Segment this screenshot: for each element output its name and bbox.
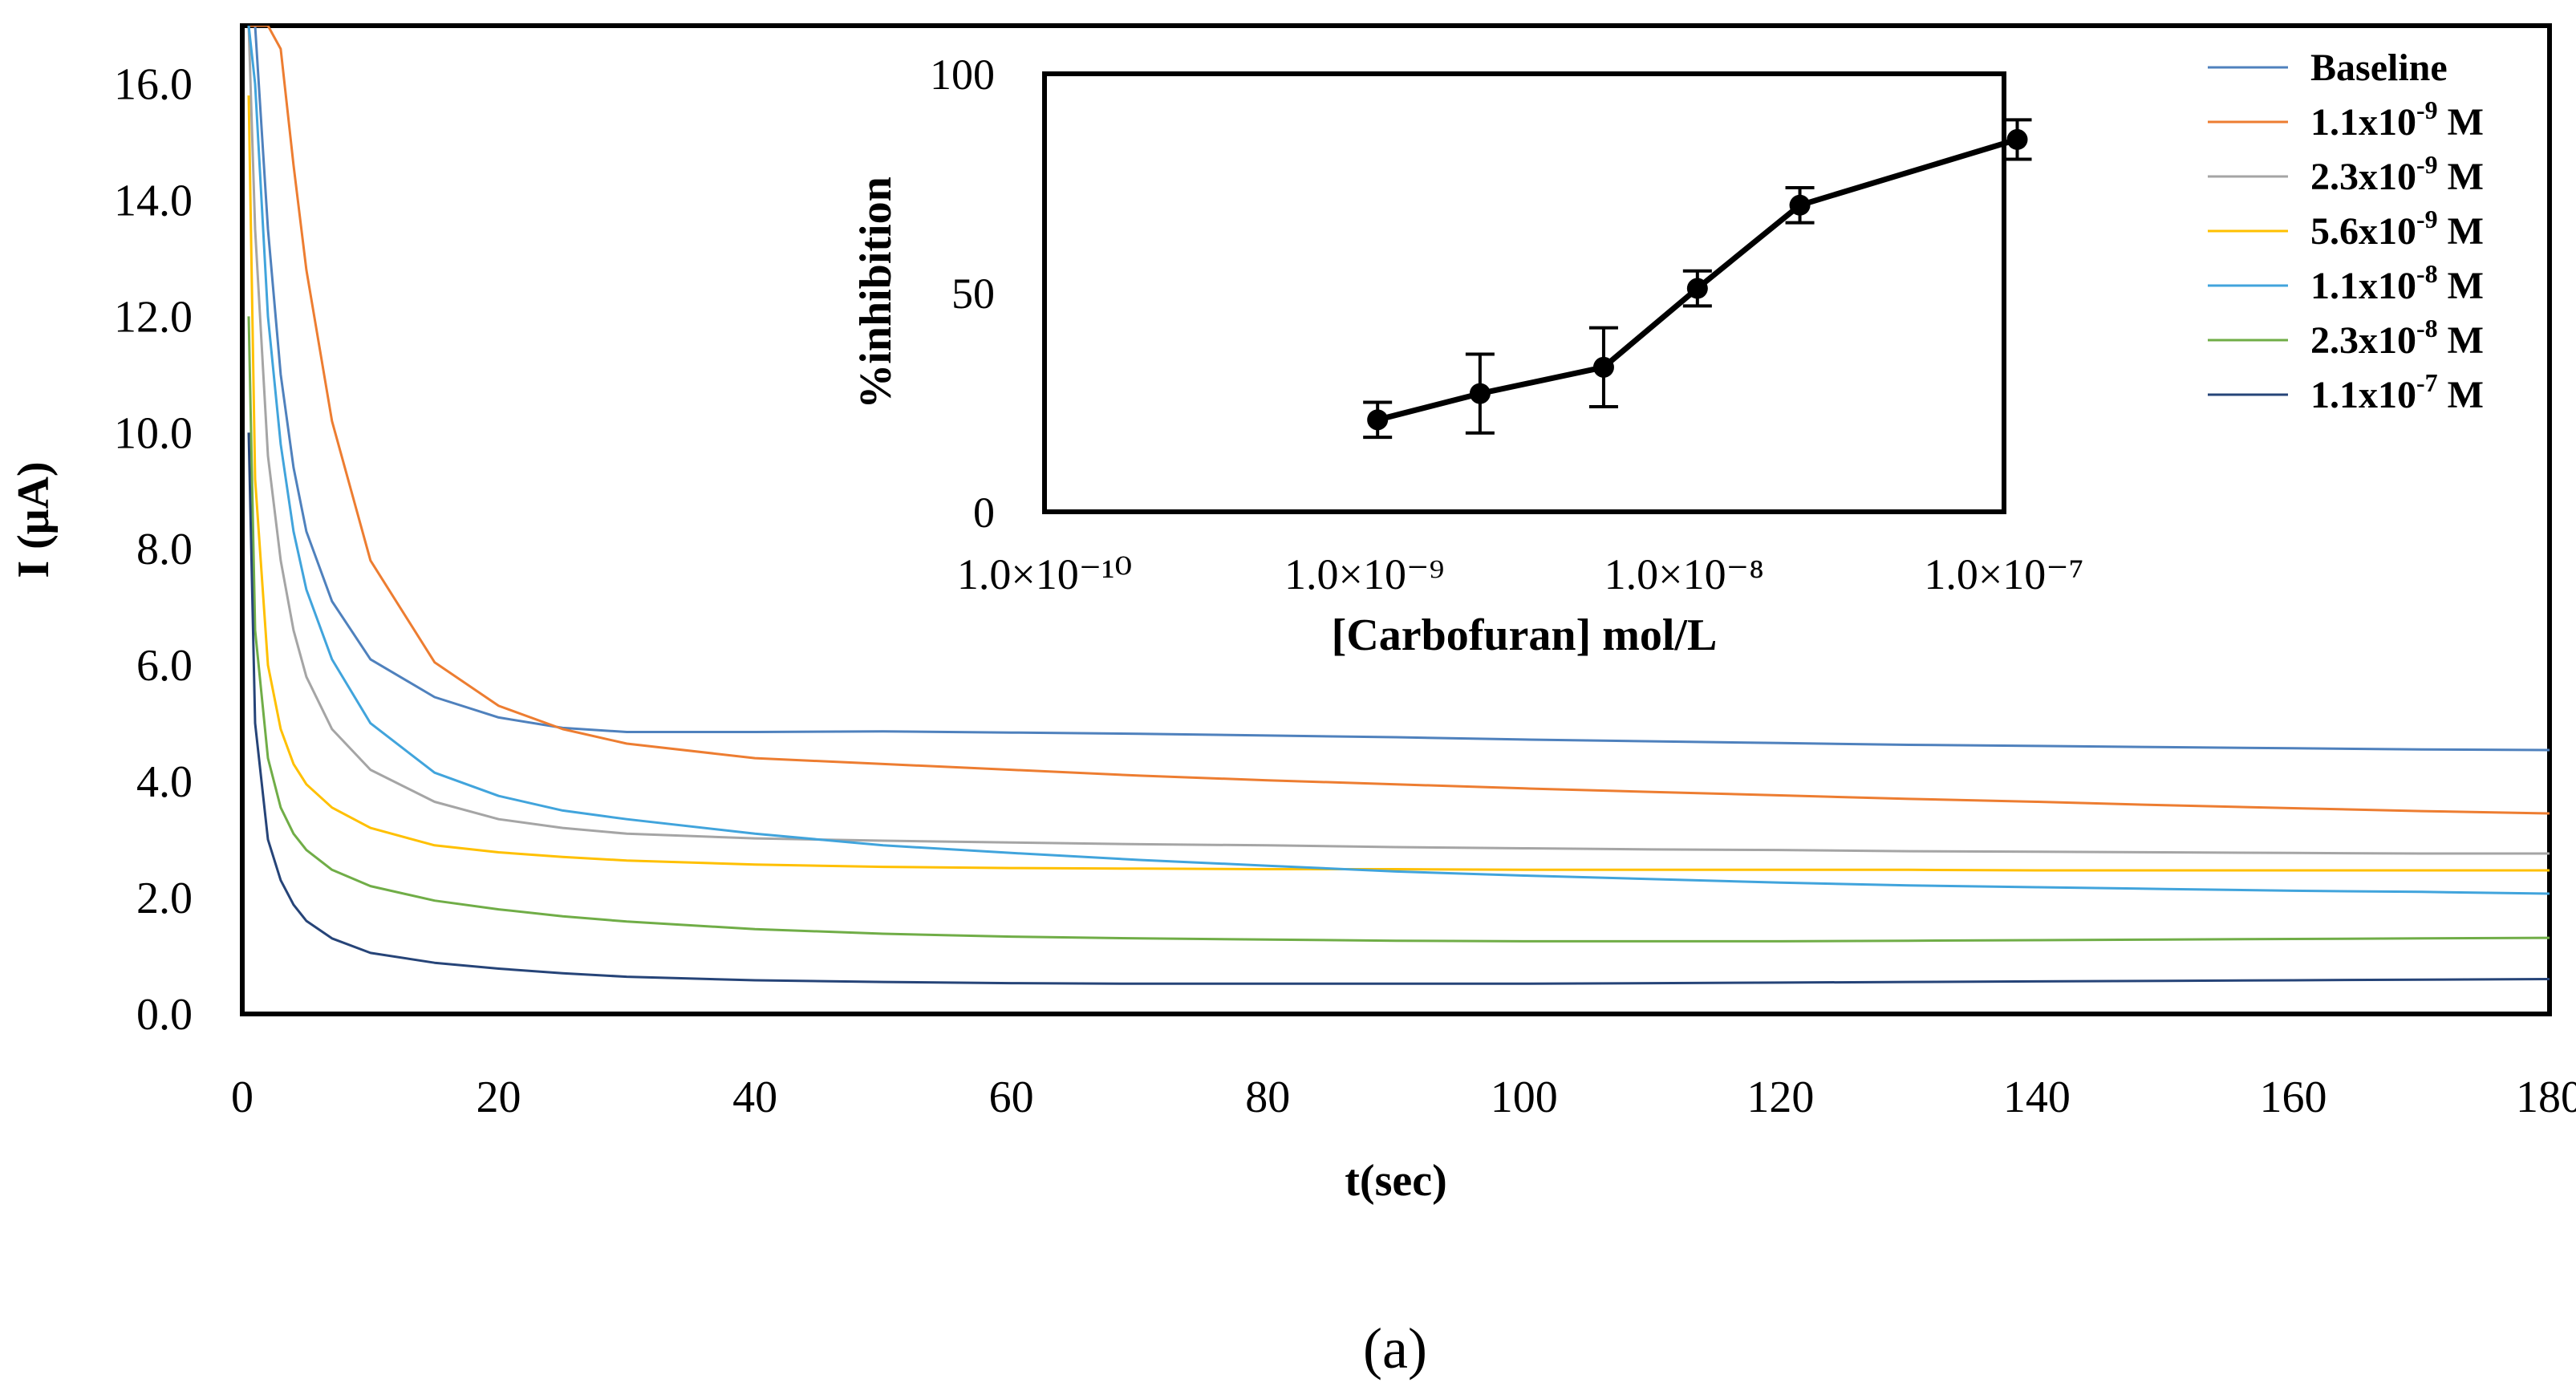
inset-plot-frame: [1042, 71, 2006, 514]
main-y-tick-label: 2.0: [136, 874, 193, 923]
inset-point: [1367, 409, 1389, 431]
legend-label-3: 5.6x10-9 M: [2310, 205, 2484, 253]
main-y-tick-label: 12.0: [114, 292, 193, 342]
inset-x-ticks: 1.0×10⁻¹⁰ 1.0×10⁻⁹ 1.0×10⁻⁸ 1.0×10⁻⁷: [957, 550, 2084, 598]
main-x-tick-label: 60: [989, 1073, 1034, 1122]
inset-point: [1686, 278, 1708, 299]
inset-x-tick-label: 1.0×10⁻⁹: [1284, 550, 1444, 598]
main-y-tick-label: 14.0: [114, 176, 193, 225]
main-x-tick-label: 180: [2516, 1073, 2576, 1122]
main-series-lines: [247, 26, 2550, 985]
series-line-0: [249, 26, 2550, 752]
main-y-tick-label: 10.0: [114, 408, 193, 458]
main-x-tick-label: 0: [231, 1073, 254, 1122]
inset-x-tick-label: 1.0×10⁻¹⁰: [957, 550, 1132, 598]
inset-series: [1363, 118, 2032, 440]
main-y-tick-label: 8.0: [136, 525, 193, 574]
main-y-axis-title: I (μA): [9, 461, 59, 578]
main-plot-frame: [240, 23, 2552, 1016]
inset-line: [1377, 136, 2018, 423]
legend-label-0: Baseline: [2310, 47, 2448, 89]
series-line-4: [247, 26, 2550, 895]
inset-y-tick-label: 50: [951, 270, 995, 318]
series-line-1: [249, 26, 2550, 815]
main-x-tick-label: 160: [2259, 1073, 2327, 1122]
legend-label-5: 2.3x10-8 M: [2310, 314, 2484, 362]
inset-point: [2006, 128, 2028, 150]
legend-label-2: 2.3x10-9 M: [2310, 150, 2484, 198]
main-y-tick-label: 6.0: [136, 641, 193, 691]
inset-point: [1592, 356, 1614, 378]
main-y-tick-label: 4.0: [136, 757, 193, 807]
main-x-tick-label: 140: [2003, 1073, 2071, 1122]
series-line-3: [247, 95, 2550, 872]
main-x-ticks: 0 20 40 60 80 100 120 140 160 180: [231, 1073, 2576, 1122]
figure-caption: (a): [1363, 1316, 1427, 1381]
legend: Baseline 1.1x10-9 M 2.3x10-9 M 5.6x10-9 M 1.…: [2208, 47, 2484, 416]
inset-y-ticks: 0 50 100: [930, 51, 995, 537]
main-x-axis-title: t(sec): [1345, 1156, 1446, 1206]
main-y-tick-label: 16.0: [114, 59, 193, 109]
main-x-tick-label: 100: [1491, 1073, 1558, 1122]
legend-label-1: 1.1x10-9 M: [2310, 95, 2484, 144]
inset-y-tick-label: 0: [973, 489, 995, 537]
main-x-tick-label: 20: [477, 1073, 521, 1122]
inset-x-tick-label: 1.0×10⁻⁸: [1604, 550, 1764, 598]
legend-label-4: 1.1x10-8 M: [2310, 259, 2484, 307]
series-line-2: [247, 26, 2550, 855]
inset-y-axis-title: %inhibition: [851, 176, 901, 408]
series-line-6: [247, 432, 2550, 985]
inset-point: [1789, 194, 1811, 216]
main-x-tick-label: 120: [1746, 1073, 1814, 1122]
main-y-tick-label: 0.0: [136, 990, 193, 1040]
series-line-5: [247, 316, 2550, 943]
main-x-tick-label: 40: [732, 1073, 777, 1122]
main-x-tick-label: 80: [1245, 1073, 1290, 1122]
inset-y-tick-label: 100: [930, 51, 995, 99]
legend-label-6: 1.1x10-7 M: [2310, 368, 2484, 416]
inset-x-tick-label: 1.0×10⁻⁷: [1924, 550, 2083, 598]
inset-x-axis-title: [Carbofuran] mol/L: [1332, 610, 1718, 660]
inset-point: [1469, 383, 1491, 404]
main-y-ticks: 0.0 2.0 4.0 6.0 8.0 10.0 12.0 14.0 16.0: [114, 59, 193, 1040]
